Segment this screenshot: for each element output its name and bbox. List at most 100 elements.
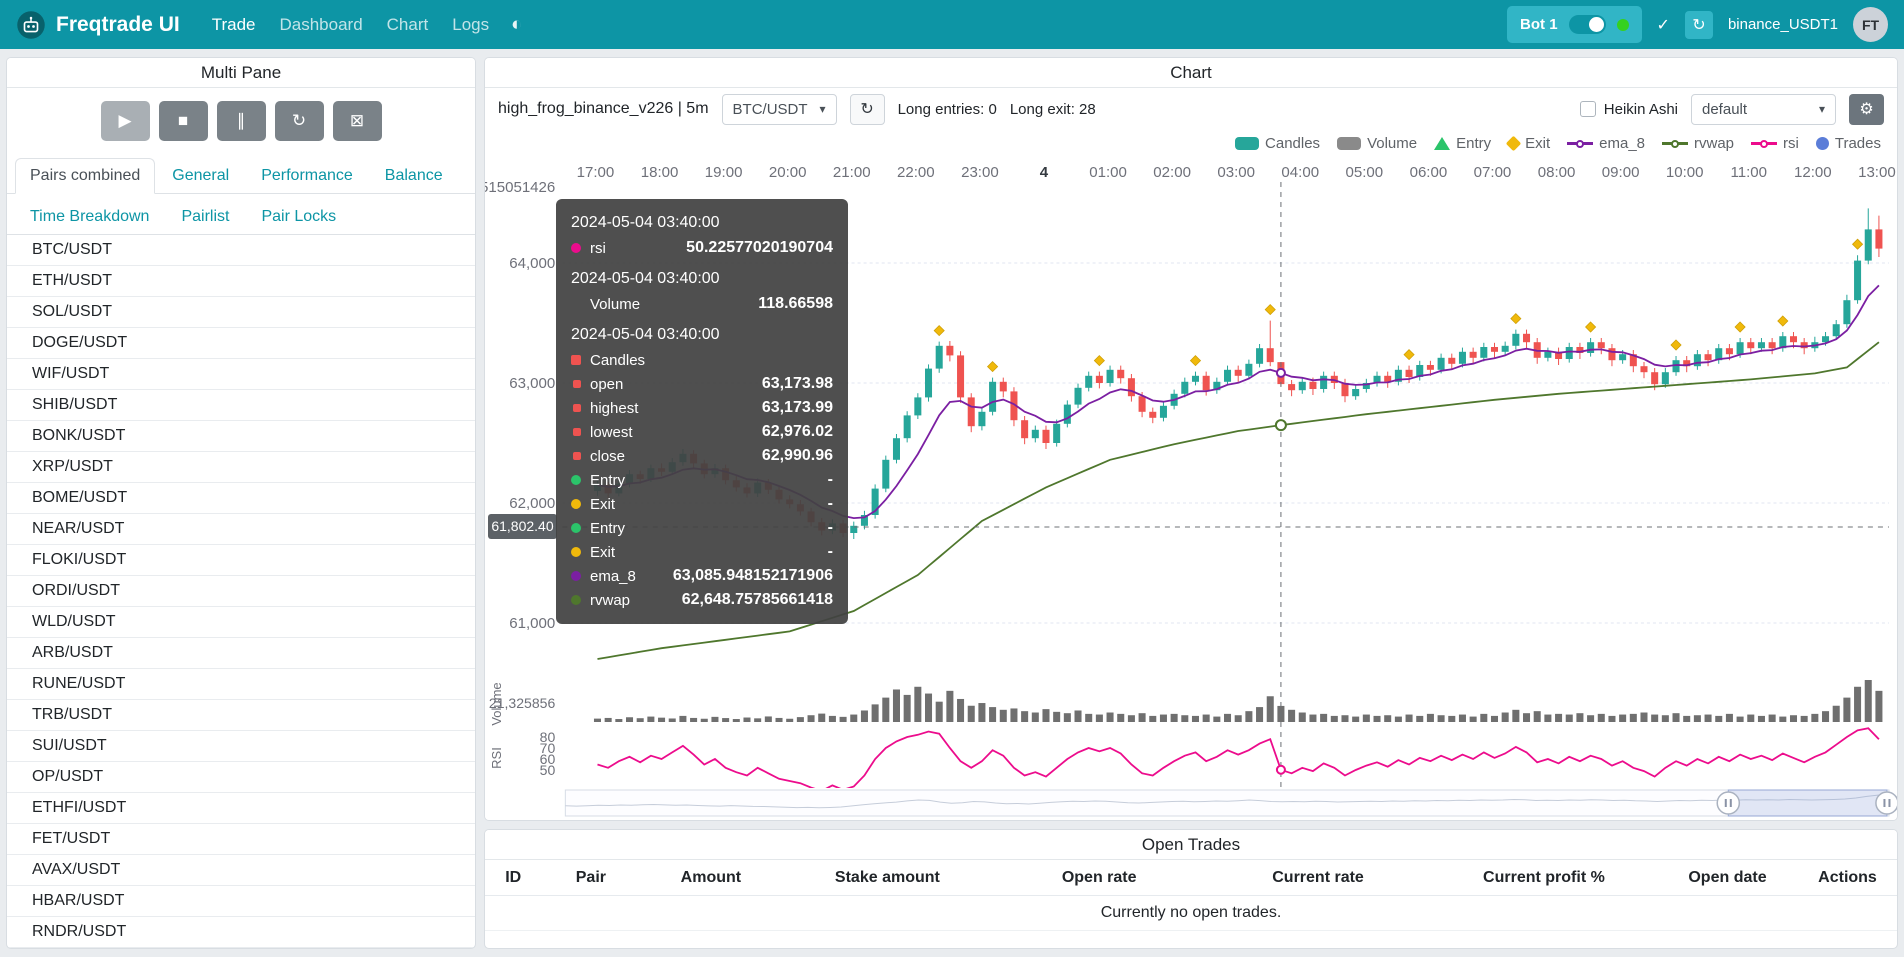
- pair-row-wld-usdt[interactable]: WLD/USDT: [7, 607, 475, 638]
- nav-item-chart[interactable]: Chart: [375, 15, 441, 34]
- time-tick-label: 20:00: [769, 164, 807, 181]
- ema8-hover-dot: [1277, 369, 1285, 377]
- legend-item-ema_8[interactable]: ema_8: [1567, 135, 1645, 152]
- theme-toggle-icon[interactable]: ◐: [511, 14, 522, 36]
- chart-toolbar: high_frog_binance_v226 | 5m BTC/USDT ▾ ↻…: [485, 88, 1897, 130]
- avatar[interactable]: FT: [1853, 7, 1888, 42]
- pair-row-hbar-usdt[interactable]: HBAR/USDT: [7, 886, 475, 917]
- pair-row-wif-usdt[interactable]: WIF/USDT: [7, 359, 475, 390]
- tab-time-breakdown[interactable]: Time Breakdown: [15, 199, 164, 235]
- candle-body: [1107, 370, 1114, 383]
- volume-bar: [850, 715, 857, 722]
- tab-pairlist[interactable]: Pairlist: [166, 199, 244, 235]
- heikin-ashi-checkbox[interactable]: [1580, 101, 1596, 117]
- volume-bar: [978, 703, 985, 722]
- pane-tabs-row1: Pairs combinedGeneralPerformanceBalance: [7, 153, 475, 194]
- legend-item-entry[interactable]: Entry: [1434, 135, 1491, 152]
- tab-balance[interactable]: Balance: [370, 158, 458, 194]
- pair-row-fet-usdt[interactable]: FET/USDT: [7, 824, 475, 855]
- nav-item-logs[interactable]: Logs: [440, 15, 501, 34]
- brand[interactable]: Freqtrade UI: [16, 10, 180, 40]
- time-tick-label: 01:00: [1089, 164, 1127, 181]
- plot-settings-button[interactable]: ⚙: [1849, 94, 1884, 125]
- tab-pairs-combined[interactable]: Pairs combined: [15, 158, 155, 194]
- start-bot-button[interactable]: ▶: [101, 101, 150, 141]
- pair-row-doge-usdt[interactable]: DOGE/USDT: [7, 328, 475, 359]
- legend-label: Entry: [1456, 135, 1491, 152]
- pair-row-floki-usdt[interactable]: FLOKI/USDT: [7, 545, 475, 576]
- pair-row-arb-usdt[interactable]: ARB/USDT: [7, 638, 475, 669]
- tab-general[interactable]: General: [157, 158, 244, 194]
- pair-row-bome-usdt[interactable]: BOME/USDT: [7, 483, 475, 514]
- legend-item-rsi[interactable]: rsi: [1751, 135, 1799, 152]
- volume-bar: [1811, 714, 1818, 722]
- pair-row-ordi-usdt[interactable]: ORDI/USDT: [7, 576, 475, 607]
- candle-body: [1064, 405, 1071, 424]
- candle-body: [1758, 342, 1765, 348]
- nav-item-trade[interactable]: Trade: [200, 15, 268, 34]
- stop-bot-button[interactable]: ■: [159, 101, 208, 141]
- candle-body: [1737, 342, 1744, 354]
- chart-canvas[interactable]: 64,00063,00062,00061,00051505142617:0018…: [485, 130, 1897, 820]
- main-column: Chart high_frog_binance_v226 | 5m BTC/US…: [484, 57, 1898, 949]
- chart-panel-title: Chart: [485, 58, 1897, 88]
- volume-bar: [1000, 710, 1007, 722]
- pair-row-rndr-usdt[interactable]: RNDR/USDT: [7, 917, 475, 948]
- pair-row-xrp-usdt[interactable]: XRP/USDT: [7, 452, 475, 483]
- legend-item-rvwap[interactable]: rvwap: [1662, 135, 1734, 152]
- pair-row-bonk-usdt[interactable]: BONK/USDT: [7, 421, 475, 452]
- nav-item-dashboard[interactable]: Dashboard: [267, 15, 374, 34]
- plot-config-select[interactable]: default ▾: [1691, 94, 1836, 125]
- tab-performance[interactable]: Performance: [246, 158, 368, 194]
- volume-bar: [818, 714, 825, 722]
- pair-row-near-usdt[interactable]: NEAR/USDT: [7, 514, 475, 545]
- bot-toggle[interactable]: [1569, 15, 1606, 34]
- handle-bar: [1725, 799, 1727, 807]
- candle-body: [925, 369, 932, 398]
- pair-row-rune-usdt[interactable]: RUNE/USDT: [7, 669, 475, 700]
- chart-refresh-button[interactable]: ↻: [850, 94, 885, 125]
- trades-col-id: ID: [485, 869, 541, 887]
- long-exits-label: Long exit: 28: [1010, 101, 1096, 118]
- volume-bar: [1875, 691, 1882, 722]
- cancel-open-orders-bot-button[interactable]: ⊠: [333, 101, 382, 141]
- candlestick-chart[interactable]: 64,00063,00062,00061,00051505142617:0018…: [485, 130, 1897, 820]
- candle-body: [1309, 382, 1316, 389]
- pair-row-op-usdt[interactable]: OP/USDT: [7, 762, 475, 793]
- pair-row-shib-usdt[interactable]: SHIB/USDT: [7, 390, 475, 421]
- pair-row-eth-usdt[interactable]: ETH/USDT: [7, 266, 475, 297]
- volume-bar: [1075, 710, 1082, 722]
- candle-body: [1480, 347, 1487, 358]
- volume-bar: [1267, 696, 1274, 722]
- datazoom-handle-right[interactable]: [1876, 792, 1897, 814]
- reload-bot-button[interactable]: ↻: [275, 101, 324, 141]
- pair-row-avax-usdt[interactable]: AVAX/USDT: [7, 855, 475, 886]
- global-reload-button[interactable]: ↻: [1685, 11, 1713, 39]
- tab-pair-locks[interactable]: Pair Locks: [246, 199, 351, 235]
- pair-select[interactable]: BTC/USDT ▾: [722, 94, 837, 125]
- legend-item-volume[interactable]: Volume: [1337, 135, 1417, 152]
- pair-row-trb-usdt[interactable]: TRB/USDT: [7, 700, 475, 731]
- legend-item-trades[interactable]: Trades: [1816, 135, 1881, 152]
- candle-body: [1608, 348, 1615, 360]
- candle-body: [722, 468, 729, 480]
- legend-item-candles[interactable]: Candles: [1235, 135, 1320, 152]
- pair-row-sui-usdt[interactable]: SUI/USDT: [7, 731, 475, 762]
- bot-selector[interactable]: Bot 1: [1507, 6, 1642, 43]
- pair-row-ethfi-usdt[interactable]: ETHFI/USDT: [7, 793, 475, 824]
- pair-row-sol-usdt[interactable]: SOL/USDT: [7, 297, 475, 328]
- time-tick-label: 10:00: [1666, 164, 1704, 181]
- candle-body: [626, 474, 633, 484]
- trades-col-pair: Pair: [541, 869, 640, 887]
- volume-bar: [1555, 714, 1562, 722]
- legend-line-dot: [1760, 140, 1768, 148]
- pair-row-btc-usdt[interactable]: BTC/USDT: [7, 235, 475, 266]
- pause-bot-button[interactable]: ∥: [217, 101, 266, 141]
- bot-label: Bot 1: [1520, 16, 1558, 33]
- bot-controls: ▶■∥↻⊠: [7, 88, 475, 153]
- candle-body: [1192, 376, 1199, 382]
- volume-bar: [946, 691, 953, 722]
- datazoom-handle-left[interactable]: [1717, 792, 1739, 814]
- volume-bar: [1427, 714, 1434, 722]
- legend-item-exit[interactable]: Exit: [1508, 135, 1550, 152]
